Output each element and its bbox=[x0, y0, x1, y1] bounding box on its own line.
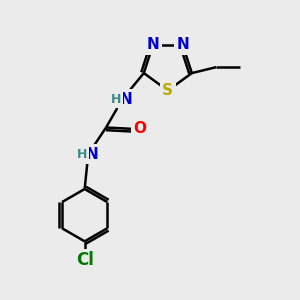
Text: S: S bbox=[162, 83, 173, 98]
Text: N: N bbox=[120, 92, 133, 107]
Text: O: O bbox=[134, 122, 147, 136]
Text: N: N bbox=[176, 38, 189, 52]
Text: N: N bbox=[86, 147, 98, 162]
Text: Cl: Cl bbox=[76, 251, 94, 269]
Text: H: H bbox=[111, 93, 121, 106]
Text: H: H bbox=[76, 148, 87, 161]
Text: N: N bbox=[147, 38, 159, 52]
